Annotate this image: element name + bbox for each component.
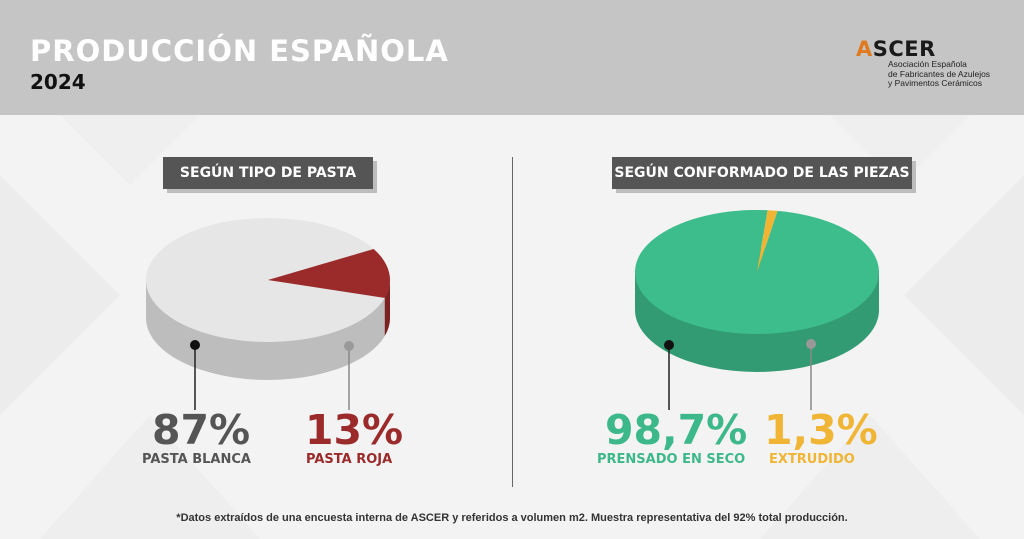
pie0-dot-pasta-blanca <box>190 340 200 350</box>
background-pattern <box>0 115 1024 539</box>
chart-title-pasta: SEGÚN TIPO DE PASTA <box>163 157 373 189</box>
pct-prensado: 98,7% <box>605 406 748 454</box>
pie0-slice-pasta-roja <box>268 249 390 298</box>
label-prensado: PRENSADO EN SECO <box>597 452 746 467</box>
page-title: PRODUCCIÓN ESPAÑOLA <box>30 34 449 68</box>
pie1-slice-prensado-en-seco <box>635 210 880 334</box>
pie1-slice-extrudido <box>757 210 778 272</box>
logo-letter-a: A <box>856 37 873 61</box>
label-pasta-blanca: PASTA BLANCA <box>142 452 251 467</box>
footnote: *Datos extraídos de una encuesta interna… <box>176 512 848 524</box>
pct-extrudido: 1,3% <box>764 406 878 454</box>
ascer-logo: ASCER Asociación Española de Fabricantes… <box>856 38 990 89</box>
pct-pasta-blanca: 87% <box>152 406 251 454</box>
logo-wordmark: ASCER <box>856 38 990 60</box>
pie0-side-pasta-roja <box>384 280 390 336</box>
logo-subtitle-2: de Fabricantes de Azulejos <box>888 68 991 79</box>
pie0-slice-pasta-blanca <box>145 217 385 342</box>
logo-subtitle-1: Asociación Española <box>888 59 967 69</box>
pie0-dot-pasta-roja <box>344 341 354 351</box>
header-banner <box>0 0 1024 115</box>
logo-letters: SCER <box>872 37 936 61</box>
pie1-dot-prensado-en-seco <box>664 340 674 350</box>
label-extrudido: EXTRUDIDO <box>769 452 855 467</box>
pie1-dot-extrudido <box>806 339 816 349</box>
chart-title-conformado: SEGÚN CONFORMADO DE LAS PIEZAS <box>612 157 912 189</box>
logo-subtitle-3: y Pavimentos Cerámicos <box>888 78 983 88</box>
label-pasta-roja: PASTA ROJA <box>306 452 393 467</box>
center-divider <box>512 157 513 487</box>
pct-pasta-roja: 13% <box>305 406 404 454</box>
page-year: 2024 <box>30 70 86 94</box>
